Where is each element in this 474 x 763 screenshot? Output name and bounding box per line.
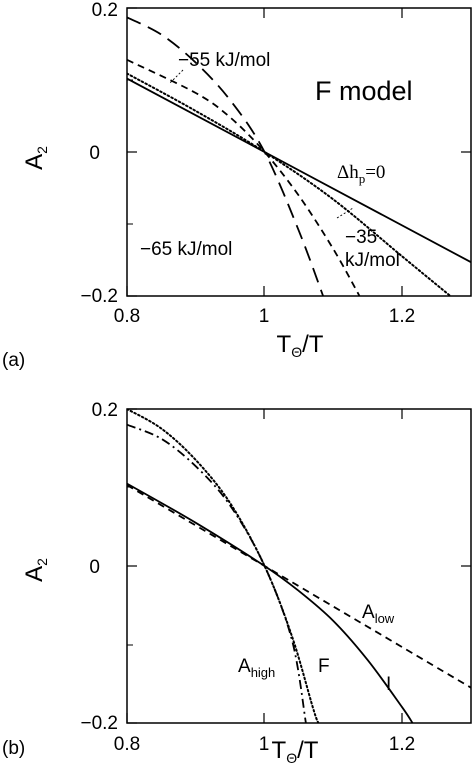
series-line-a-longdash-3 [127, 16, 324, 296]
x-tick-label-b-12: 1.2 [389, 734, 415, 755]
annotation-f-model: F model [315, 76, 413, 106]
y-axis-label-a: A2 [21, 146, 50, 170]
leader-minus-35 [336, 207, 354, 219]
y-tick-label-b-bottom: −0.2 [80, 713, 118, 734]
series-line-a-dashed-2 [127, 58, 361, 296]
series-line-a-dotted-1 [127, 72, 452, 296]
x-tick-label-b-1: 1 [259, 734, 270, 755]
x-tick-label-b-08: 0.8 [114, 734, 140, 755]
series-group-a [127, 16, 471, 296]
series-line-b-i [127, 482, 414, 723]
y-tick-label-a-bottom: −0.2 [80, 286, 118, 307]
series-line-b-a-low [127, 484, 471, 689]
annotation-minus-65: −65 kJ/mol [140, 239, 232, 260]
y-axis-label-b: A2 [21, 558, 50, 582]
annotation-minus-55: −55 kJ/mol [178, 50, 270, 71]
annotation-minus-35: −35 [345, 227, 377, 248]
x-tick-label-a-08: 0.8 [114, 306, 140, 327]
label-a-low: Alow [362, 602, 395, 626]
series-group-b [127, 409, 471, 723]
series-line-b-a-high [127, 423, 307, 723]
panel-label-a: (a) [2, 350, 25, 371]
series-line-b-f [127, 409, 320, 723]
x-axis-label-b: TΘ/T [272, 737, 319, 763]
x-tick-label-a-12: 1.2 [389, 306, 415, 327]
y-tick-label-a-top: 0.2 [92, 0, 118, 21]
label-a-high: Ahigh [238, 656, 275, 680]
x-tick-label-a-1: 1 [259, 306, 270, 327]
series-line-a-solid-0 [127, 77, 471, 263]
label-f: F [318, 656, 330, 677]
y-tick-label-b-zero: 0 [89, 557, 100, 578]
x-axis-label-a: TΘ/T [277, 331, 324, 360]
annotation-dhp-zero: Δhp=0 [337, 162, 385, 186]
y-tick-label-b-top: 0.2 [92, 400, 118, 421]
annotation-minus-35-unit: kJ/mol [345, 250, 400, 271]
panel-a: 0.2 0 −0.2 0.8 1 1.2 TΘ/T A2 (a) F model… [2, 0, 472, 371]
panel-label-b: (b) [2, 738, 25, 759]
panel-b: 0.2 0 −0.2 0.8 1 1.2 TΘ/T A2 (b) Alow Ah… [2, 400, 472, 763]
leader-minus-55 [169, 69, 184, 84]
y-tick-label-a-zero: 0 [89, 143, 100, 164]
label-i: I [386, 674, 391, 695]
